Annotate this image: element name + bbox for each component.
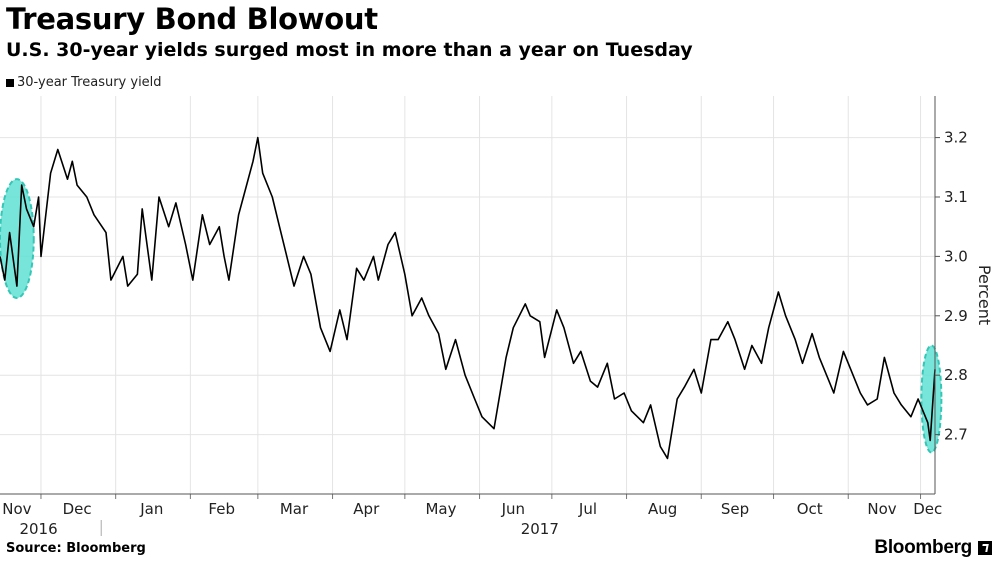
x-tick-label: Dec [63,500,92,518]
y-tick-label: 3.0 [944,247,968,265]
axes: 2.7 2.8 2.9 3.0 3.1 3.2 Nov Dec Jan Feb Mar Apr May J… [0,96,994,538]
x-tick-label: Aug [648,500,677,518]
x-tick-label: Mar [280,500,309,518]
highlight-ellipse [0,178,35,299]
x-tick-label: Apr [353,500,380,518]
x-tick-label: Jan [139,500,163,518]
x-year-label: 2017 [521,520,559,538]
y-tick-label: 2.8 [944,366,968,384]
x-tick-label: Nov [2,500,31,518]
series-group [0,136,936,460]
chart-subtitle: U.S. 30-year yields surged most in more … [6,39,693,61]
legend: 30-year Treasury yield [6,75,162,90]
y-tick-label: 3.2 [944,129,968,147]
y-axis-title: Percent [975,265,994,325]
legend-swatch [6,78,14,87]
brand-logo: Bloomberg [874,537,972,558]
grid [0,96,935,494]
series-line-30-year-yield [0,136,936,460]
y-tick-label: 2.7 [944,426,968,444]
x-tick-label: Jun [501,500,525,518]
highlight-ellipse [920,344,943,454]
legend-label: 30-year Treasury yield [17,75,162,90]
x-tick-label: May [425,500,456,518]
x-tick-label: Jul [578,500,597,518]
y-tick-label: 2.9 [944,307,968,325]
x-tick-label: Feb [208,500,235,518]
source-note: Source: Bloomberg [6,541,146,556]
x-tick-label: Dec [913,500,942,518]
chart-title: Treasury Bond Blowout [6,2,378,36]
x-tick-label: Oct [797,500,823,518]
x-year-label: 2016 [19,520,57,538]
brand-arrow-icon [978,541,992,555]
x-tick-label: Sep [721,500,749,518]
highlights [0,178,943,454]
y-tick-label: 3.1 [944,188,968,206]
x-tick-label: Nov [867,500,896,518]
